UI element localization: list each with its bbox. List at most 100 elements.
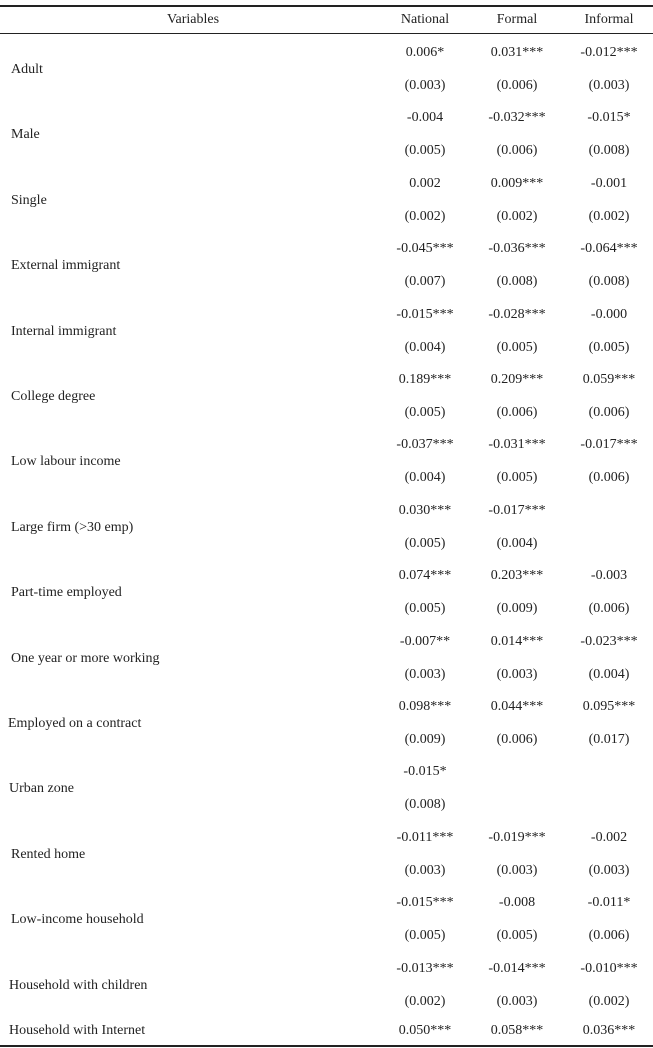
coef-national: -0.007** xyxy=(399,633,451,649)
row-label: Large firm (>30 emp) xyxy=(11,519,134,535)
coef-formal: 0.044*** xyxy=(490,699,544,714)
se-formal: (0.002) xyxy=(496,208,538,224)
se-formal: (0.006) xyxy=(496,732,538,747)
header-rule xyxy=(0,33,653,34)
coef-formal: -0.019*** xyxy=(488,829,546,845)
coef-formal: 0.058*** xyxy=(490,1023,544,1038)
se-formal: (0.004) xyxy=(496,535,538,551)
se-informal: (0.017) xyxy=(588,732,630,747)
se-informal: (0.006) xyxy=(588,405,630,420)
se-national: (0.007) xyxy=(404,274,446,290)
se-informal: (0.006) xyxy=(588,601,630,617)
coef-informal: -0.017*** xyxy=(580,437,638,453)
coef-formal: -0.031*** xyxy=(488,437,546,453)
se-national: (0.005) xyxy=(404,601,446,617)
se-informal: (0.004) xyxy=(588,666,630,682)
se-formal: (0.003) xyxy=(496,993,538,1009)
row-label: Adult xyxy=(11,62,43,77)
se-formal: (0.005) xyxy=(496,470,538,486)
se-national: (0.004) xyxy=(404,339,446,355)
coef-formal: -0.036*** xyxy=(488,241,546,257)
se-national: (0.005) xyxy=(404,928,446,944)
coef-informal: 0.095*** xyxy=(582,699,636,714)
row-label: Low labour income xyxy=(11,454,121,470)
se-national: (0.003) xyxy=(404,78,446,93)
coef-formal: 0.014*** xyxy=(490,633,544,649)
coef-formal: -0.032*** xyxy=(488,110,546,126)
se-formal: (0.005) xyxy=(496,339,538,355)
coef-informal: -0.000 xyxy=(590,306,628,322)
coef-informal: -0.002 xyxy=(590,829,628,845)
coef-national: -0.037*** xyxy=(396,437,454,453)
se-informal: (0.006) xyxy=(588,928,630,944)
row-label: College degree xyxy=(11,389,96,404)
coef-national: 0.030*** xyxy=(398,502,452,518)
se-national: (0.009) xyxy=(404,732,446,747)
coef-national: -0.045*** xyxy=(396,241,454,257)
coef-national: 0.074*** xyxy=(398,568,452,584)
coef-informal: -0.012*** xyxy=(580,45,638,60)
coef-national: 0.002 xyxy=(409,175,441,191)
bottom-rule xyxy=(0,1045,653,1047)
coef-national: -0.013*** xyxy=(396,960,454,976)
se-national: (0.002) xyxy=(404,208,446,224)
se-informal: (0.006) xyxy=(588,470,630,486)
coef-informal: -0.003 xyxy=(590,568,628,584)
se-national: (0.003) xyxy=(404,666,446,682)
coef-informal: -0.010*** xyxy=(580,960,638,976)
row-label: Internal immigrant xyxy=(11,323,117,339)
se-national: (0.005) xyxy=(404,535,446,551)
se-national: (0.005) xyxy=(404,143,446,159)
row-label: External immigrant xyxy=(11,258,121,274)
coef-informal: 0.059*** xyxy=(582,372,636,387)
row-label: Single xyxy=(11,192,47,208)
se-national: (0.003) xyxy=(404,862,446,878)
row-label: Part-time employed xyxy=(11,585,122,601)
header-formal: Formal xyxy=(496,12,538,27)
coef-formal: 0.203*** xyxy=(490,568,544,584)
coef-formal: -0.017*** xyxy=(488,502,546,518)
coef-formal: -0.014*** xyxy=(488,960,546,976)
se-national: (0.008) xyxy=(404,797,446,813)
row-label: Rented home xyxy=(11,846,86,862)
se-informal: (0.002) xyxy=(588,993,630,1009)
se-national: (0.004) xyxy=(404,470,446,486)
row-label: One year or more working xyxy=(11,650,160,666)
se-formal: (0.006) xyxy=(496,78,538,93)
se-formal: (0.009) xyxy=(496,601,538,617)
se-formal: (0.003) xyxy=(496,666,538,682)
coef-formal: 0.009*** xyxy=(490,175,544,191)
se-national: (0.002) xyxy=(404,993,446,1009)
row-label: Employed on a contract xyxy=(8,716,142,731)
coef-national: -0.015*** xyxy=(396,895,454,911)
se-informal: (0.005) xyxy=(588,339,630,355)
coef-national: -0.004 xyxy=(406,110,444,126)
coef-informal: 0.036*** xyxy=(582,1023,636,1038)
coef-national: 0.189*** xyxy=(398,372,452,387)
se-formal: (0.006) xyxy=(496,405,538,420)
coef-informal: -0.015* xyxy=(587,110,631,126)
coef-formal: 0.031*** xyxy=(490,45,544,60)
header-variables: Variables xyxy=(166,12,220,27)
se-informal: (0.008) xyxy=(588,143,630,159)
se-formal: (0.003) xyxy=(496,862,538,878)
coef-formal: 0.209*** xyxy=(490,372,544,387)
coef-informal: -0.001 xyxy=(590,175,628,191)
coef-national: 0.098*** xyxy=(398,699,452,714)
coef-informal: -0.023*** xyxy=(580,633,638,649)
top-rule xyxy=(0,5,653,7)
se-national: (0.005) xyxy=(404,405,446,420)
row-label: Household with children xyxy=(9,977,148,993)
se-formal: (0.008) xyxy=(496,274,538,290)
se-formal: (0.005) xyxy=(496,928,538,944)
se-informal: (0.008) xyxy=(588,274,630,290)
se-informal: (0.003) xyxy=(588,78,630,93)
coef-national: -0.015*** xyxy=(396,306,454,322)
coef-formal: -0.028*** xyxy=(488,306,546,322)
se-informal: (0.003) xyxy=(588,862,630,878)
header-informal: Informal xyxy=(584,12,634,27)
header-national: National xyxy=(400,12,450,27)
coef-informal: -0.011* xyxy=(587,895,631,911)
coef-national: 0.050*** xyxy=(398,1023,452,1038)
